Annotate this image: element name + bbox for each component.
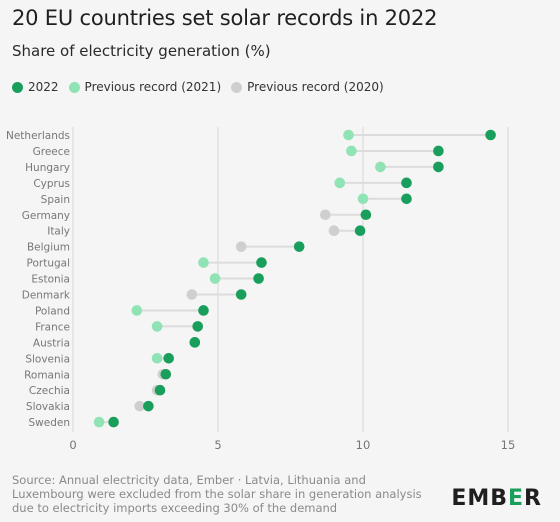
point-2022	[154, 384, 166, 396]
point-2022	[253, 273, 264, 284]
row-label: Spain	[41, 194, 70, 206]
point-2022	[360, 209, 372, 221]
row-label: Cyprus	[33, 178, 70, 190]
legend: 2022 Previous record (2021) Previous rec…	[12, 80, 394, 94]
point-2022	[401, 177, 412, 189]
logo-text-1: EMB	[451, 486, 509, 511]
row-label: Netherlands	[6, 130, 70, 142]
row-label: Slovenia	[25, 353, 70, 365]
point-2022	[143, 400, 154, 412]
legend-label-2022: 2022	[28, 80, 59, 94]
legend-item-2021: Previous record (2021)	[68, 80, 222, 94]
prev-record-point	[328, 225, 340, 236]
x-tick-label: 0	[69, 438, 76, 452]
chart-title: 20 EU countries set solar records in 202…	[12, 6, 438, 30]
prev-record-point	[134, 400, 145, 412]
point-2022	[433, 145, 444, 157]
row-label: Italy	[47, 226, 70, 238]
prev-record-point	[131, 305, 143, 316]
row-label: Sweden	[29, 417, 71, 429]
row-label: Romania	[24, 369, 70, 381]
prev-record-point	[198, 257, 209, 268]
row-label: Germany	[22, 210, 70, 222]
point-2022	[256, 257, 267, 268]
point-2022	[293, 241, 305, 252]
point-2022	[108, 416, 119, 428]
prev-record-point	[151, 353, 163, 364]
row-label: Denmark	[22, 290, 71, 302]
prev-record-point	[346, 145, 357, 157]
point-2022	[433, 161, 444, 173]
row-label: Austria	[33, 337, 70, 349]
point-2022	[235, 289, 247, 300]
prev-record-point	[93, 416, 105, 428]
row-label: Slovakia	[26, 401, 70, 413]
source-note: Source: Annual electricity data, Ember ·…	[12, 473, 422, 515]
ember-logo: EMB E R	[451, 486, 542, 511]
row-label: Portugal	[27, 258, 71, 270]
point-2022	[160, 368, 172, 380]
x-tick-label: 15	[501, 438, 516, 452]
legend-marker-2020	[231, 81, 243, 93]
point-2022	[485, 129, 496, 141]
row-label: Belgium	[27, 242, 70, 254]
prev-record-point	[375, 161, 386, 173]
x-tick-label: 5	[214, 438, 221, 452]
prev-record-point	[209, 273, 221, 284]
row-label: Greece	[33, 146, 70, 158]
row-label: Hungary	[25, 162, 70, 174]
legend-marker-2021	[68, 81, 80, 93]
row-label: Estonia	[31, 274, 70, 286]
prev-record-point	[186, 289, 198, 300]
legend-item-2022: 2022	[12, 80, 59, 94]
prev-record-point	[357, 193, 369, 205]
legend-marker-2022	[12, 81, 23, 93]
prev-record-point	[235, 241, 247, 252]
point-2022	[163, 353, 174, 364]
legend-item-2020: Previous record (2020)	[231, 80, 384, 94]
point-2022	[189, 337, 201, 348]
prev-record-point	[343, 129, 354, 141]
point-2022	[192, 321, 203, 332]
point-2022	[198, 305, 209, 316]
row-label: Czechia	[29, 385, 70, 397]
point-2022	[401, 193, 412, 205]
x-tick-label: 10	[356, 438, 371, 452]
row-label: France	[35, 321, 70, 333]
logo-text-3: R	[524, 486, 542, 511]
dumbbell-chart: 0 5 10 15 Netherlands Greece Hungary Cyprus Spai…	[6, 127, 516, 452]
legend-label-2020: Previous record (2020)	[247, 80, 384, 94]
point-2022	[354, 225, 366, 236]
prev-record-point	[151, 321, 163, 332]
chart-subtitle: Share of electricity generation (%)	[12, 42, 271, 60]
prev-record-point	[320, 209, 331, 221]
prev-record-point	[334, 177, 346, 189]
logo-text-2: E	[508, 486, 525, 511]
legend-label-2021: Previous record (2021)	[84, 80, 222, 94]
row-label: Poland	[35, 305, 70, 317]
